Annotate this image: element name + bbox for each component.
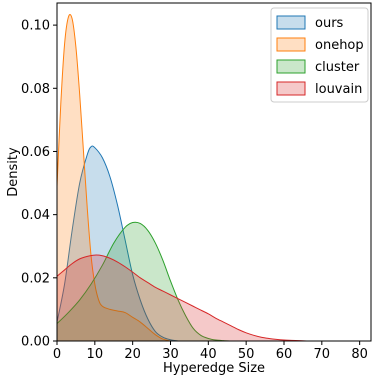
legend-item-cluster: cluster: [276, 59, 360, 75]
legend-label: louvain: [315, 82, 362, 97]
legend-swatch: [276, 59, 306, 74]
y-tick-label: 0.10: [21, 19, 50, 34]
legend-swatch: [276, 81, 306, 96]
series-area-cluster: [57, 222, 232, 341]
plot-frame: [56, 2, 372, 342]
series-line-ours: [56, 145, 179, 342]
x-tick-label: 20: [124, 347, 141, 362]
legend-label: cluster: [315, 60, 360, 75]
series-area-onehop: [57, 14, 171, 341]
legend-item-onehop: onehop: [276, 37, 364, 53]
x-tick-label: 70: [314, 347, 331, 362]
series-louvain: [56, 254, 307, 342]
y-tick-label: 0.08: [21, 82, 50, 97]
legend-item-ours: ours: [276, 15, 344, 31]
x-tick-label: 30: [162, 347, 179, 362]
legend-box: [270, 7, 369, 103]
x-tick-label: 10: [87, 347, 104, 362]
legend-swatch: [276, 37, 306, 52]
x-tick-label: 50: [238, 347, 255, 362]
y-tick-label: 0.06: [21, 145, 50, 160]
series-ours: [56, 145, 179, 342]
series-area-louvain: [57, 255, 307, 341]
y-tick-label: 0.02: [21, 271, 50, 286]
legend-item-louvain: louvain: [276, 81, 362, 97]
y-tick-label: 0.04: [21, 208, 50, 223]
series-line-cluster: [56, 221, 232, 342]
legend-swatch: [276, 15, 306, 30]
x-axis: 0 10 20 30 40 50 60 70 80: [53, 341, 368, 362]
series-layer: [56, 14, 307, 342]
y-tick-label: 0.00: [21, 335, 50, 350]
y-axis: 0.00 0.02 0.04 0.06 0.08 0.10: [21, 19, 57, 350]
legend: ours onehop cluster louvain: [270, 7, 369, 103]
x-axis-label: Hyperedge Size: [163, 361, 265, 376]
x-tick-label: 80: [351, 347, 368, 362]
series-line-louvain: [56, 254, 307, 342]
x-tick-label: 40: [200, 347, 217, 362]
x-tick-label: 60: [276, 347, 293, 362]
series-cluster: [56, 221, 232, 342]
legend-label: ours: [315, 16, 344, 31]
series-onehop: [56, 14, 171, 342]
y-axis-label: Density: [6, 147, 21, 197]
legend-label: onehop: [315, 38, 364, 53]
series-area-ours: [57, 146, 179, 341]
series-line-onehop: [56, 14, 171, 342]
x-tick-label: 0: [53, 347, 61, 362]
